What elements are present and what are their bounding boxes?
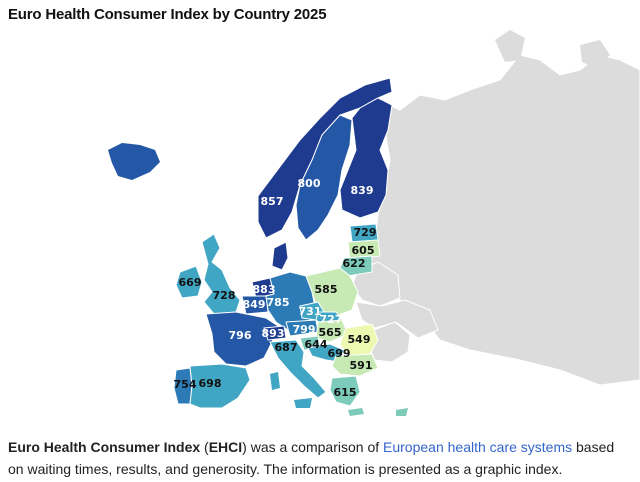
region-gray-arctic [495,30,610,68]
region-switzerland [263,325,287,341]
caption: Euro Health Consumer Index (EHCI) was a … [8,436,632,480]
label-hungary: 565 [319,326,342,339]
region-sweden [295,114,353,241]
label-slovakia: 727 [320,313,343,326]
region-greece [329,375,361,407]
label-france: 796 [229,329,252,342]
caption-abbr: EHCI [208,439,243,455]
region-latvia [347,239,381,261]
region-belgium [241,295,269,315]
label-switzerland: 893 [262,327,285,340]
label-croatia: 699 [328,347,351,360]
caption-text-2: based on waiting times, results, and gen… [8,439,615,477]
region-spain [189,363,251,409]
region-gray-ukraine [355,299,439,339]
map-title: Euro Health Consumer Index by Country 20… [8,6,327,23]
caption-term: Euro Health Consumer Index [8,439,201,455]
label-estonia: 729 [354,226,377,239]
label-germany: 785 [267,296,290,309]
region-finland [339,97,393,219]
region-denmark [271,241,289,271]
region-uk [201,233,241,315]
caption-link[interactable]: European health care systems [383,439,573,455]
region-france [205,311,279,367]
label-netherlands: 883 [253,283,276,296]
region-lithuania [339,255,373,277]
label-lithuania: 622 [343,257,366,270]
value-labels: 857 800 839 729 605 622 669 728 883 849 … [174,177,377,399]
region-italy-sardinia [270,372,280,390]
label-portugal: 754 [174,378,197,391]
label-spain: 698 [199,377,222,390]
label-ireland: 669 [179,276,202,289]
region-italy [269,339,327,399]
label-poland: 585 [315,283,338,296]
label-austria: 799 [293,323,316,336]
region-hungary [315,319,349,343]
label-uk: 728 [213,289,236,302]
label-finland: 839 [351,184,374,197]
label-slovenia: 644 [305,338,328,351]
region-iceland [108,143,160,180]
label-greece: 615 [334,386,357,399]
label-serbia: 591 [350,359,373,372]
label-norway: 857 [261,195,284,208]
label-belgium: 849 [243,298,266,311]
europe-map: 857 800 839 729 605 622 669 728 883 849 … [108,30,640,416]
label-czech: 731 [299,305,322,318]
label-romania: 549 [348,333,371,346]
region-greece-island [348,408,408,416]
caption-abbr-open: ( [200,439,209,455]
caption-text-1: ) was a comparison of [242,439,384,455]
label-sweden: 800 [298,177,321,190]
region-serbia [331,353,379,377]
label-italy: 687 [275,341,298,354]
label-latvia: 605 [352,244,375,257]
region-italy-sicily [294,398,312,408]
region-ireland [175,265,203,299]
